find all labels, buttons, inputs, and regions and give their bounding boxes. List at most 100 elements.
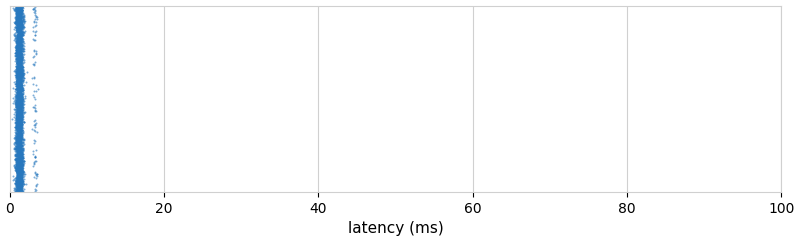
Point (15, 122, 28, 126)
Point (9, 137, 22, 141)
Point (14, 146, 27, 150)
Point (15, 115, 28, 119)
Point (13, 159, 26, 163)
Point (14, 169, 26, 173)
Point (14, 114, 27, 118)
Point (14, 91, 26, 95)
Point (13, 175, 26, 179)
Point (14, 72, 26, 76)
Point (13, 39, 26, 43)
Point (15, 32, 28, 36)
Point (12, 40, 25, 44)
Point (14, 37, 26, 41)
Point (15, 90, 28, 93)
Point (14, 45, 26, 49)
Point (11, 17, 24, 21)
Point (11, 145, 24, 149)
Point (14, 99, 27, 103)
Point (10, 94, 23, 98)
Point (12, 146, 25, 150)
Point (10, 35, 23, 39)
Point (10, 18, 22, 22)
Point (12, 26, 25, 30)
Point (10, 77, 22, 81)
Point (11, 99, 24, 103)
Point (12, 141, 25, 144)
Point (11, 162, 24, 166)
Point (14, 163, 27, 166)
Point (12, 136, 25, 139)
Point (16, 68, 29, 72)
Point (13, 185, 26, 189)
Point (14, 110, 26, 114)
Point (12, 25, 25, 29)
Point (14, 69, 27, 73)
Point (11, 162, 24, 166)
Point (13, 118, 26, 122)
Point (14, 110, 26, 114)
Point (17, 179, 30, 183)
Point (11, 158, 24, 161)
Point (17, 96, 30, 100)
Point (14, 29, 27, 33)
Point (17, 106, 30, 110)
Point (14, 65, 27, 68)
Point (11, 159, 24, 163)
Point (17, 72, 30, 76)
Point (14, 172, 27, 176)
Point (14, 181, 27, 184)
Point (14, 79, 27, 83)
Point (12, 76, 25, 80)
Point (10, 108, 23, 112)
Point (12, 88, 25, 92)
Point (14, 138, 26, 142)
Point (13, 75, 26, 79)
Point (14, 163, 27, 167)
Point (14, 99, 26, 103)
Point (13, 101, 26, 105)
Point (13, 142, 26, 146)
Point (14, 155, 27, 159)
Point (10, 84, 22, 88)
Point (13, 103, 26, 107)
Point (11, 32, 24, 36)
Point (13, 98, 26, 102)
Point (12, 30, 25, 34)
Point (14, 100, 26, 104)
Point (12, 35, 25, 39)
Point (12, 59, 25, 63)
Point (11, 163, 24, 167)
Point (11, 74, 24, 77)
Point (12, 91, 25, 95)
Point (29, 38, 42, 42)
Point (13, 94, 26, 98)
Point (11, 110, 24, 114)
Point (12, 81, 25, 85)
Point (14, 86, 26, 90)
Point (13, 74, 26, 78)
Point (10, 170, 23, 174)
Point (13, 179, 26, 183)
Point (16, 37, 29, 41)
Point (15, 167, 28, 171)
Point (14, 139, 26, 143)
Point (10, 64, 22, 68)
Point (13, 52, 26, 56)
Point (13, 113, 26, 117)
Point (14, 65, 26, 69)
Point (13, 49, 26, 53)
Point (11, 154, 24, 158)
Point (14, 189, 27, 193)
Point (11, 137, 24, 141)
Point (11, 121, 24, 125)
Point (13, 120, 26, 123)
Point (16, 14, 29, 18)
Point (10, 46, 22, 50)
Point (14, 167, 27, 171)
Point (11, 185, 24, 189)
Point (15, 88, 28, 92)
Point (13, 126, 26, 130)
Point (13, 73, 26, 77)
Point (14, 27, 26, 31)
Point (15, 49, 28, 53)
